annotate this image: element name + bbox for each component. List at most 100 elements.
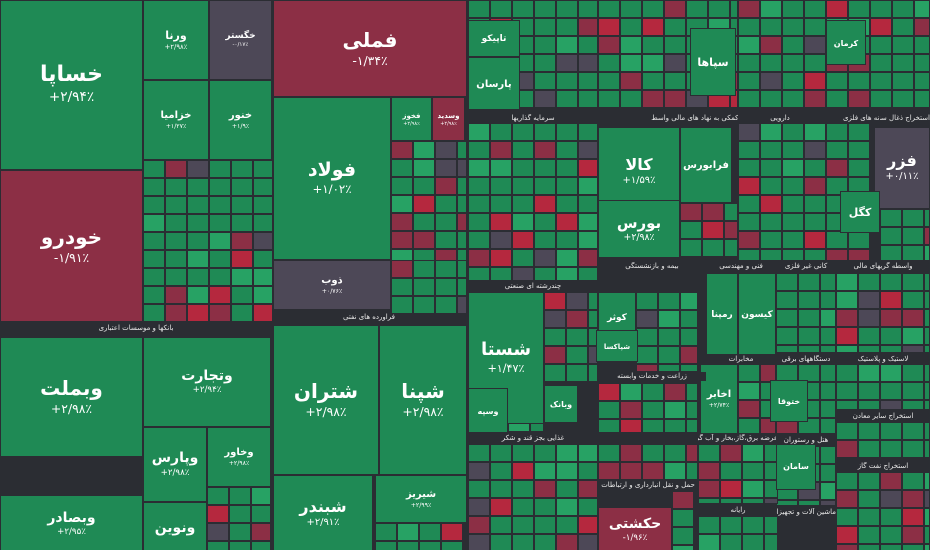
small-tile[interactable] [143,196,165,214]
small-tile[interactable] [512,123,534,141]
small-tile[interactable] [231,268,253,286]
small-tile[interactable] [804,231,826,249]
small-tile[interactable] [924,309,930,327]
small-tile[interactable] [782,249,804,261]
small-tile[interactable] [680,364,698,372]
small-tile[interactable] [534,534,556,550]
small-tile[interactable] [902,209,924,227]
small-tile[interactable] [187,250,209,268]
small-tile[interactable] [782,123,804,141]
small-tile[interactable] [419,523,441,541]
small-tile[interactable] [556,159,578,177]
small-tile[interactable] [776,327,798,345]
small-tile[interactable] [924,245,930,261]
small-tile[interactable] [836,382,858,400]
small-tile[interactable] [468,444,490,462]
small-tile[interactable] [468,231,490,249]
small-tile[interactable] [512,213,534,231]
small-tile[interactable] [858,273,880,291]
small-tile[interactable] [664,444,686,462]
small-tile[interactable] [880,400,902,410]
small-tile[interactable] [187,196,209,214]
small-tile[interactable] [642,383,664,401]
small-tile[interactable] [738,54,760,72]
small-tile[interactable] [468,159,490,177]
small-tile[interactable] [231,160,253,178]
small-tile[interactable] [698,498,720,504]
small-tile[interactable] [578,18,598,36]
small-tile[interactable] [556,267,578,281]
small-tile[interactable] [143,268,165,286]
small-tile[interactable] [902,508,924,526]
small-tile[interactable] [836,472,858,490]
tile-3[interactable]: خگستر -۰/۱۷٪ [209,0,272,80]
small-tile[interactable] [880,526,902,544]
small-tile[interactable] [251,487,271,505]
small-tile[interactable] [826,159,848,177]
small-tile[interactable] [742,498,764,504]
small-tile[interactable] [413,213,435,231]
small-tile[interactable] [413,141,435,159]
tile-6[interactable]: فملی -۱/۳۴٪ [273,0,467,97]
small-tile[interactable] [413,296,435,314]
small-tile[interactable] [686,401,698,419]
small-tile[interactable] [820,327,836,345]
small-tile[interactable] [782,18,804,36]
small-tile[interactable] [413,177,435,195]
small-tile[interactable] [858,544,880,550]
small-tile[interactable] [760,418,776,434]
small-tile[interactable] [924,364,930,382]
small-tile[interactable] [229,523,251,541]
small-tile[interactable] [870,0,892,18]
small-tile[interactable] [251,541,271,550]
small-tile[interactable] [798,273,820,291]
small-tile[interactable] [187,286,209,304]
small-tile[interactable] [598,444,620,462]
small-tile[interactable] [826,123,848,141]
small-tile[interactable] [598,18,620,36]
small-tile[interactable] [858,309,880,327]
small-tile[interactable] [578,36,598,54]
small-tile[interactable] [720,462,742,480]
small-tile[interactable] [512,498,534,516]
small-tile[interactable] [902,245,924,261]
small-tile[interactable] [534,444,556,462]
small-tile[interactable] [880,382,902,400]
small-tile[interactable] [620,419,642,433]
small-tile[interactable] [804,123,826,141]
small-tile[interactable] [598,72,620,90]
small-tile[interactable] [642,18,664,36]
small-tile[interactable] [578,267,598,281]
small-tile[interactable] [490,177,512,195]
small-tile[interactable] [820,345,836,353]
tile-8[interactable]: فخوز +۲/۹۸٪ [391,97,432,141]
small-tile[interactable] [664,36,686,54]
small-tile[interactable] [620,0,642,18]
small-tile[interactable] [836,490,858,508]
small-tile[interactable] [556,249,578,267]
small-tile[interactable] [512,516,534,534]
small-tile[interactable] [578,141,598,159]
small-tile[interactable] [664,0,686,18]
small-tile[interactable] [207,505,229,523]
small-tile[interactable] [490,462,512,480]
small-tile[interactable] [490,195,512,213]
small-tile[interactable] [880,309,902,327]
tile-10[interactable]: ذوب +۰/۷۶٪ [273,260,391,310]
small-tile[interactable] [435,159,457,177]
small-tile[interactable] [209,304,231,322]
small-tile[interactable] [880,291,902,309]
small-tile[interactable] [229,541,251,550]
small-tile[interactable] [231,196,253,214]
small-tile[interactable] [680,239,702,257]
small-tile[interactable] [143,250,165,268]
tile-19[interactable]: شبندر +۲/۹۱٪ [273,475,373,550]
small-tile[interactable] [902,345,924,353]
small-tile[interactable] [457,177,467,195]
small-tile[interactable] [165,232,187,250]
small-tile[interactable] [738,141,760,159]
small-tile[interactable] [738,0,760,18]
small-tile[interactable] [720,516,742,534]
small-tile[interactable] [720,498,742,504]
small-tile[interactable] [848,141,870,159]
